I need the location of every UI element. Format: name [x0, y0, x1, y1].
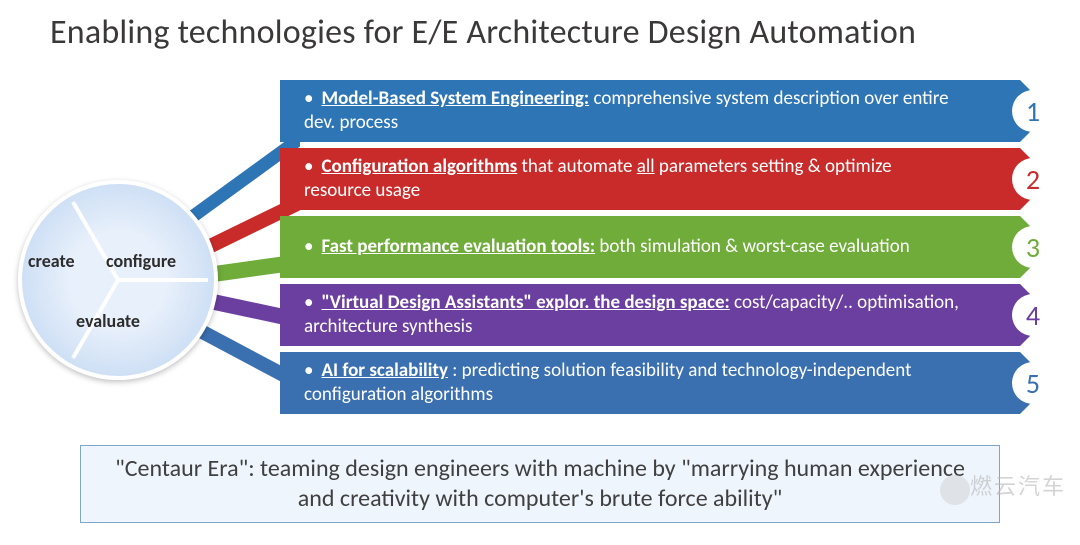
badge-3: 3 — [1012, 226, 1054, 268]
arrow-1: •Model-Based System Engineering: compreh… — [280, 80, 1060, 142]
badge-5: 5 — [1012, 362, 1054, 404]
watermark-text: 燃云汽车 — [970, 469, 1066, 501]
watermark-icon — [940, 475, 970, 505]
arrow-2: •Configuration algorithms that automate … — [280, 148, 1060, 210]
badge-1: 1 — [1012, 90, 1054, 132]
cycle-wheel: create configure evaluate — [18, 180, 218, 380]
page-title: Enabling technologies for E/E Architectu… — [50, 12, 1050, 53]
arrow-3: •Fast performance evaluation tools: both… — [280, 216, 1060, 278]
wheel-label-evaluate: evaluate — [76, 310, 140, 332]
arrow-5: •AI for scalability : predicting solutio… — [280, 352, 1060, 414]
badge-4: 4 — [1012, 294, 1054, 336]
badge-2: 2 — [1012, 158, 1054, 200]
quote-box: "Centaur Era": teaming design engineers … — [80, 445, 1000, 523]
arrow-4: •"Virtual Design Assistants" explor. the… — [280, 284, 1060, 346]
wheel-label-create: create — [28, 250, 75, 272]
wheel-label-configure: configure — [106, 250, 176, 272]
